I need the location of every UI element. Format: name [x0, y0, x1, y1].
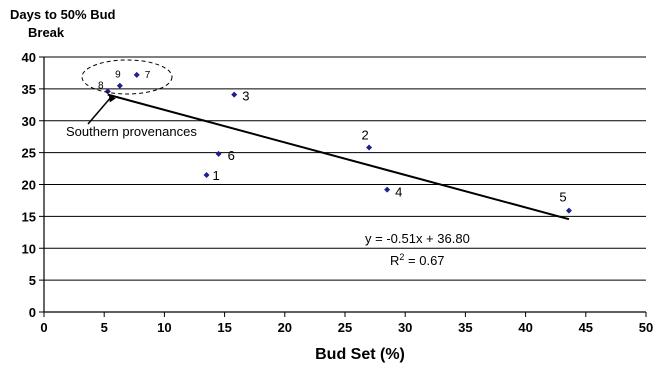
- point-label-5: 5: [559, 190, 566, 205]
- data-point-1: [203, 171, 210, 178]
- data-point-2: [366, 144, 373, 151]
- data-point-3: [231, 91, 238, 98]
- y-tick-label: 20: [22, 178, 36, 193]
- x-tick-label: 0: [40, 320, 47, 335]
- point-label-7: 7: [145, 70, 151, 81]
- southern-provenances-ellipse: [81, 59, 173, 95]
- x-tick-label: 30: [398, 320, 412, 335]
- data-point-6: [215, 150, 222, 157]
- y-tick-label: 10: [22, 241, 36, 256]
- y-axis-label: Days to 50% Bud Break: [10, 6, 115, 42]
- points-group: 1 2 3 4 5 6 7 89: [98, 70, 572, 214]
- x-tick-label: 25: [338, 320, 352, 335]
- x-tick-label: 10: [157, 320, 171, 335]
- x-axis-label: Bud Set (%): [315, 346, 405, 363]
- y-tick-label: 30: [22, 114, 36, 129]
- trendline-group: [107, 93, 570, 221]
- x-tick-label: 35: [458, 320, 472, 335]
- point-label-4: 4: [395, 185, 402, 200]
- x-tick-label: 50: [639, 320, 653, 335]
- data-point-8: [104, 88, 111, 95]
- y-tick-label: 0: [29, 305, 36, 320]
- trendline: [107, 93, 570, 221]
- point-label-1: 1: [213, 168, 220, 183]
- data-point-9: [116, 82, 123, 89]
- y-tick-label: 25: [22, 146, 36, 161]
- x-tick-label: 45: [579, 320, 593, 335]
- y-tick-label: 15: [22, 209, 36, 224]
- annotation-arrow-head: [108, 94, 116, 103]
- annotation-group: Southern provenances y = -0.51x + 36.80 R2…: [66, 59, 470, 268]
- trendline-equation: y = -0.51x + 36.80: [365, 231, 470, 246]
- y-axis-label-line1: Days to 50% Bud: [10, 7, 116, 22]
- x-tick-label: 5: [101, 320, 108, 335]
- point-label-6: 6: [228, 148, 235, 163]
- point-label-9: 9: [115, 70, 121, 81]
- y-axis-label-line2: Break: [28, 25, 65, 40]
- point-label-8: 8: [98, 80, 104, 91]
- y-tick-label: 40: [22, 50, 36, 65]
- r-squared: R2 = 0.67: [390, 252, 445, 268]
- x-tick-label: 40: [518, 320, 532, 335]
- annotation-text: Southern provenances: [66, 124, 197, 139]
- point-label-3: 3: [242, 89, 249, 104]
- y-tick-label: 35: [22, 82, 36, 97]
- gridlines: [44, 56, 646, 281]
- y-tick-label: 5: [29, 273, 36, 288]
- data-point-5: [565, 207, 572, 214]
- x-tick-label: 20: [278, 320, 292, 335]
- point-label-2: 2: [361, 128, 368, 143]
- annotation-arrow-line: [87, 96, 112, 125]
- x-tick-label: 15: [217, 320, 231, 335]
- data-point-4: [384, 186, 391, 193]
- data-point-7: [133, 71, 140, 78]
